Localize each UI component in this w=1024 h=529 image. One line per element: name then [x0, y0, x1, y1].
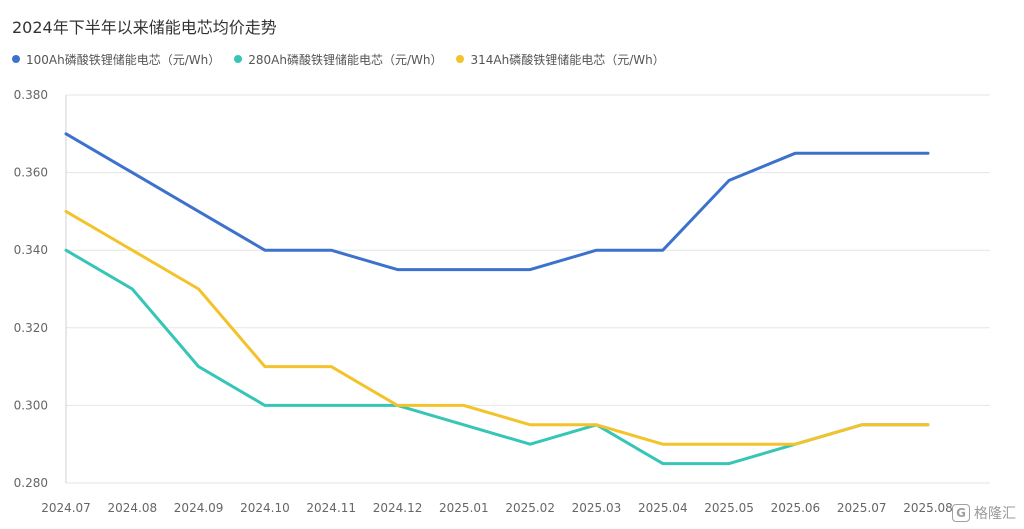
y-tick-label: 0.360	[14, 166, 48, 180]
x-tick-label: 2024.12	[373, 501, 423, 515]
legend-item-280ah[interactable]: 280Ah磷酸铁锂储能电芯（元/Wh）	[234, 51, 442, 68]
chart-title: 2024年下半年以来储能电芯均价走势	[12, 18, 277, 37]
y-tick-label: 0.320	[14, 321, 48, 335]
watermark-text: 格隆汇	[974, 506, 1016, 522]
x-tick-label: 2025.02	[505, 501, 555, 515]
legend-marker-100ah	[12, 55, 20, 63]
series-line-0	[64, 132, 930, 272]
chart-legend: 100Ah磷酸铁锂储能电芯（元/Wh） 280Ah磷酸铁锂储能电芯（元/Wh） …	[12, 50, 679, 68]
legend-label-280ah: 280Ah磷酸铁锂储能电芯（元/Wh）	[248, 52, 443, 67]
series-line-1	[64, 248, 930, 466]
x-tick-label: 2025.05	[704, 501, 754, 515]
x-tick-label: 2025.04	[638, 501, 688, 515]
legend-marker-280ah	[234, 55, 243, 63]
x-tick-label: 2024.10	[240, 501, 290, 515]
x-tick-label: 2024.08	[107, 501, 157, 515]
x-tick-label: 2024.09	[174, 501, 224, 515]
watermark-logo-icon: G	[952, 504, 970, 522]
legend-marker-314ah	[456, 55, 465, 63]
x-tick-label: 2024.11	[306, 501, 356, 515]
legend-item-100ah[interactable]: 100Ah磷酸铁锂储能电芯（元/Wh）	[12, 51, 220, 68]
x-tick-label: 2025.03	[572, 501, 622, 515]
legend-label-100ah: 100Ah磷酸铁锂储能电芯（元/Wh）	[26, 52, 221, 67]
y-tick-label: 0.300	[14, 398, 48, 412]
x-tick-label: 2025.01	[439, 501, 489, 515]
x-tick-label: 2025.08	[903, 501, 953, 515]
y-tick-label: 0.380	[14, 88, 48, 102]
x-tick-label: 2024.07	[41, 501, 91, 515]
watermark: G 格隆汇	[952, 503, 1016, 523]
y-tick-label: 0.340	[14, 243, 48, 257]
x-tick-label: 2025.06	[771, 501, 821, 515]
series-line-2	[64, 209, 930, 446]
x-tick-label: 2025.07	[837, 501, 887, 515]
y-tick-label: 0.280	[14, 476, 48, 490]
legend-label-314ah: 314Ah磷酸铁锂储能电芯（元/Wh）	[470, 52, 665, 67]
legend-item-314ah[interactable]: 314Ah磷酸铁锂储能电芯（元/Wh）	[456, 51, 665, 68]
